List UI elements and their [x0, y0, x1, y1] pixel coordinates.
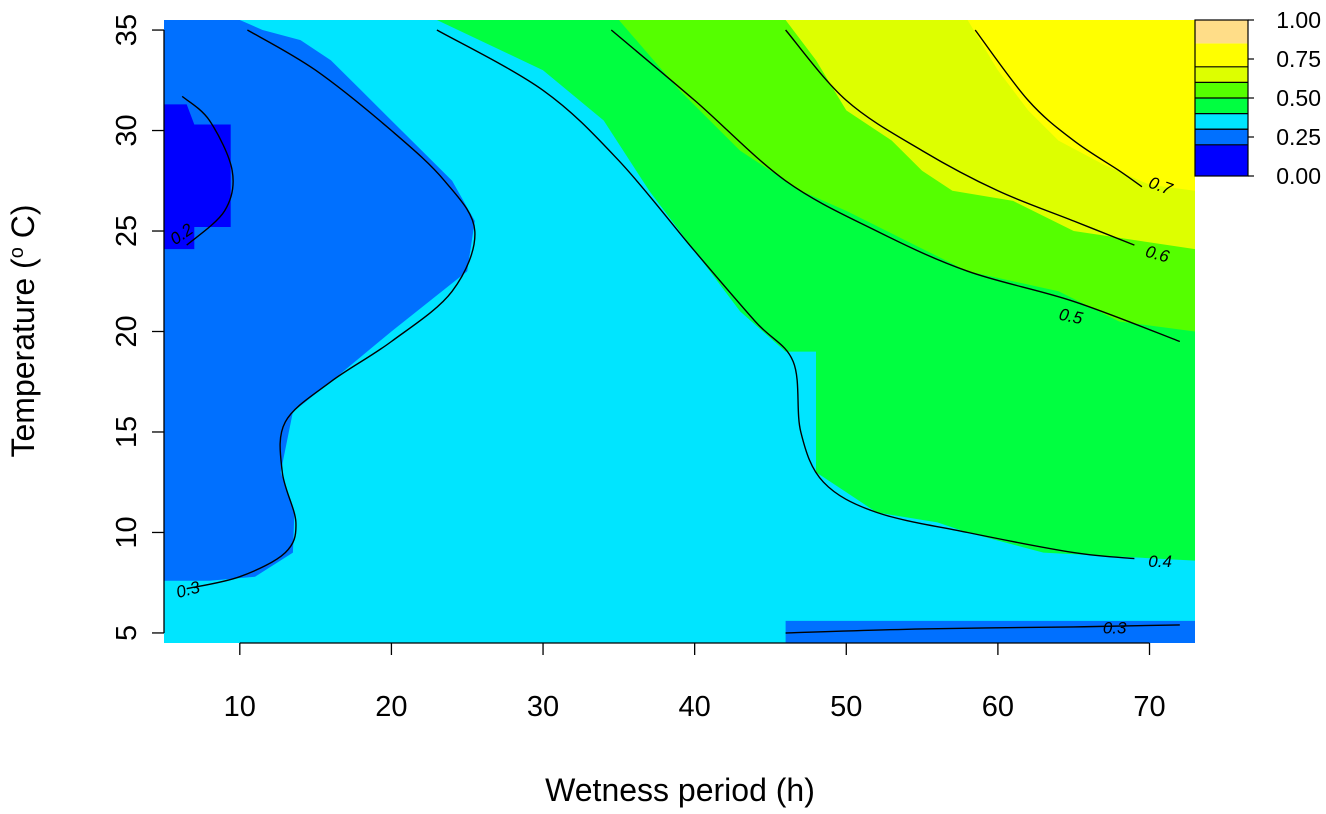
x-tick-label: 20	[375, 691, 407, 723]
x-tick-label: 40	[679, 691, 711, 723]
y-axis-title-superscript: o	[6, 247, 28, 258]
legend-color-band	[1195, 113, 1248, 130]
contour-label: 0.3	[1103, 618, 1127, 637]
y-tick-label: 30	[111, 114, 143, 146]
contour-label: 0.4	[1148, 552, 1172, 571]
heatmap-fill	[164, 20, 1195, 643]
x-tick-label: 50	[830, 691, 862, 723]
legend-color-band	[1195, 43, 1248, 67]
legend-color-band	[1195, 129, 1248, 145]
y-tick-label: 20	[111, 315, 143, 347]
y-tick-label: 35	[111, 14, 143, 46]
heatmap-region	[967, 20, 1195, 191]
color-legend: 0.00 0.25 0.50 0.75 1.00	[1194, 7, 1321, 189]
legend-color-band	[1195, 82, 1248, 98]
heatmap-region	[785, 620, 1195, 643]
heatmap-region	[164, 104, 231, 250]
legend-label: 1.00	[1276, 7, 1321, 33]
contour-lines	[181, 29, 1181, 634]
contour-line-0.6	[785, 29, 1135, 246]
legend-label: 0.50	[1276, 85, 1321, 111]
legend-label: 0.75	[1276, 46, 1321, 72]
contour-label: 0.5	[1057, 305, 1085, 329]
contour-line-0.2	[181, 95, 234, 246]
legend-label: 0.00	[1276, 163, 1321, 189]
y-tick-label: 15	[111, 416, 143, 448]
axes: 10 20 30 40 50 60 70 5 10 15 20 25 30 35	[111, 14, 1166, 723]
contour-line-0.3	[186, 29, 476, 590]
legend-color-band	[1195, 20, 1248, 44]
x-axis-title: Wetness period (h)	[545, 772, 815, 808]
heatmap-region	[164, 20, 475, 581]
legend-color-band	[1195, 98, 1248, 114]
legend-label: 0.25	[1276, 124, 1321, 150]
x-tick-label: 60	[982, 691, 1014, 723]
x-tick-label: 70	[1133, 691, 1165, 723]
y-axis-title-text: Temperature (	[5, 258, 41, 458]
contour-line-0.7	[974, 29, 1143, 188]
y-tick-label: 5	[111, 625, 143, 641]
legend-color-band	[1195, 66, 1248, 83]
y-tick-label: 25	[111, 215, 143, 247]
contour-line-0.4	[436, 29, 1135, 560]
y-tick-label: 10	[111, 516, 143, 548]
legend-color-band	[1195, 144, 1248, 176]
y-axis-title-unit: C)	[5, 205, 41, 248]
y-axis-title: Temperature (o C)	[5, 205, 41, 458]
contour-line-0.5	[610, 29, 1181, 343]
contour-line-0.3	[785, 624, 1180, 634]
x-tick-label: 30	[527, 691, 559, 723]
x-tick-label: 10	[224, 691, 256, 723]
